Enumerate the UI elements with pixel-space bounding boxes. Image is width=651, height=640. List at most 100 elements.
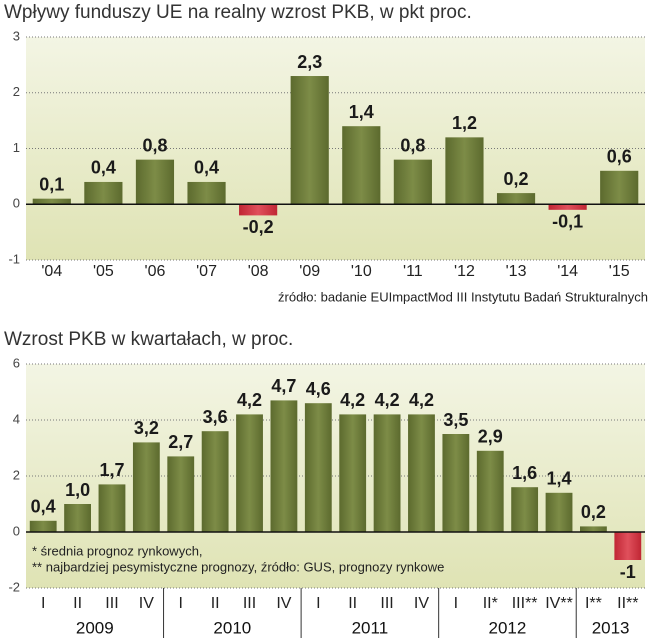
x-tick-label: '08	[248, 263, 269, 280]
x-tick-label: II	[211, 595, 220, 612]
x-tick-label: IV**	[545, 595, 573, 612]
value-label: -0,1	[552, 212, 583, 232]
value-label: -1	[620, 562, 636, 582]
value-label: 0,6	[607, 147, 632, 167]
value-label: 4,6	[306, 379, 331, 399]
value-label: 0,4	[91, 158, 116, 178]
x-tick-label: IV	[276, 595, 291, 612]
x-tick-label: '11	[403, 263, 423, 280]
value-label: 3,5	[443, 410, 468, 430]
value-label: 2,3	[297, 52, 322, 72]
bar	[32, 198, 71, 205]
bar	[476, 450, 504, 532]
y-tick-label: 2	[13, 84, 20, 99]
x-tick-label: I	[454, 595, 458, 612]
value-label: 4,7	[271, 376, 296, 396]
x-tick-label: II	[73, 595, 82, 612]
value-label: 1,2	[452, 113, 477, 133]
x-tick-label: II	[348, 595, 357, 612]
bar	[64, 504, 91, 532]
bar	[29, 520, 57, 532]
bar	[342, 126, 381, 205]
value-label: 2,7	[168, 432, 193, 452]
x-tick-label: '07	[196, 263, 217, 280]
y-tick-label: 4	[13, 411, 20, 426]
value-label: 4,2	[237, 390, 262, 410]
x-tick-label: '14	[557, 263, 578, 280]
y-tick-label: 0	[13, 196, 20, 211]
bar	[393, 159, 432, 205]
bar	[600, 170, 639, 205]
value-label: 3,2	[134, 418, 159, 438]
bar	[442, 434, 470, 532]
year-label: 2009	[76, 618, 114, 637]
bar	[511, 487, 539, 532]
x-tick-label: III	[243, 595, 256, 612]
x-tick-label: I**	[585, 595, 602, 612]
x-tick-label: '10	[351, 263, 372, 280]
bar	[304, 403, 332, 532]
x-tick-label: '06	[145, 263, 166, 280]
y-tick-label: -2	[8, 579, 20, 594]
chart-title: Wzrost PKB w kwartałach, w proc.	[4, 329, 293, 350]
x-tick-label: I	[41, 595, 45, 612]
x-tick-label: I	[316, 595, 320, 612]
bar	[445, 137, 484, 205]
bar	[270, 400, 298, 532]
value-label: 0,4	[194, 158, 219, 178]
value-label: 0,2	[504, 169, 529, 189]
bar	[135, 159, 175, 205]
bar	[84, 181, 123, 205]
y-tick-label: 2	[13, 467, 20, 482]
x-tick-label: '13	[506, 263, 527, 280]
bar	[239, 204, 278, 216]
bar	[580, 526, 607, 532]
value-label: 0,2	[581, 502, 606, 522]
year-label: 2011	[352, 618, 389, 637]
x-tick-label: III**	[512, 595, 538, 612]
value-label: 1,4	[547, 469, 572, 489]
bar	[187, 181, 226, 205]
bar	[373, 414, 401, 532]
bar	[545, 492, 573, 532]
y-tick-label: 1	[13, 140, 20, 155]
bar	[290, 76, 329, 205]
bar	[201, 431, 229, 532]
x-tick-label: '12	[454, 263, 475, 280]
year-label: 2013	[592, 618, 630, 637]
x-tick-label: III	[105, 595, 118, 612]
bar	[167, 456, 195, 532]
x-tick-label: II**	[617, 595, 638, 612]
bar	[496, 193, 536, 205]
chart-title: Wpływy funduszy UE na realny wzrost PKB,…	[4, 2, 472, 23]
note: ** najbardziej pesymistyczne prognozy, ź…	[32, 559, 444, 574]
year-label: 2012	[489, 618, 527, 637]
y-tick-label: 0	[13, 523, 20, 538]
value-label: 3,6	[203, 407, 228, 427]
x-tick-label: '09	[299, 263, 320, 280]
x-tick-label: '05	[93, 263, 114, 280]
value-label: 1,7	[99, 460, 124, 480]
value-label: 1,4	[349, 102, 374, 122]
x-tick-label: III	[380, 595, 393, 612]
bar	[614, 532, 642, 560]
note: * średnia prognoz rynkowych,	[32, 543, 203, 558]
bar	[339, 414, 367, 532]
value-label: 2,9	[478, 427, 503, 447]
y-tick-label: 6	[13, 355, 20, 370]
bar	[548, 204, 587, 210]
x-tick-label: I	[179, 595, 183, 612]
y-tick-label: -1	[8, 251, 20, 266]
value-label: 4,2	[375, 390, 400, 410]
source: źródło: badanie EUImpactMod III Instytut…	[278, 289, 648, 304]
x-tick-label: IV	[414, 595, 429, 612]
bar	[408, 414, 435, 532]
value-label: 1,0	[65, 480, 90, 500]
x-tick-label: '15	[609, 263, 630, 280]
value-label: 0,4	[31, 497, 56, 517]
value-label: 0,8	[400, 135, 425, 155]
bar	[98, 484, 126, 532]
value-label: 0,8	[142, 135, 167, 155]
value-label: -0,2	[243, 217, 274, 237]
